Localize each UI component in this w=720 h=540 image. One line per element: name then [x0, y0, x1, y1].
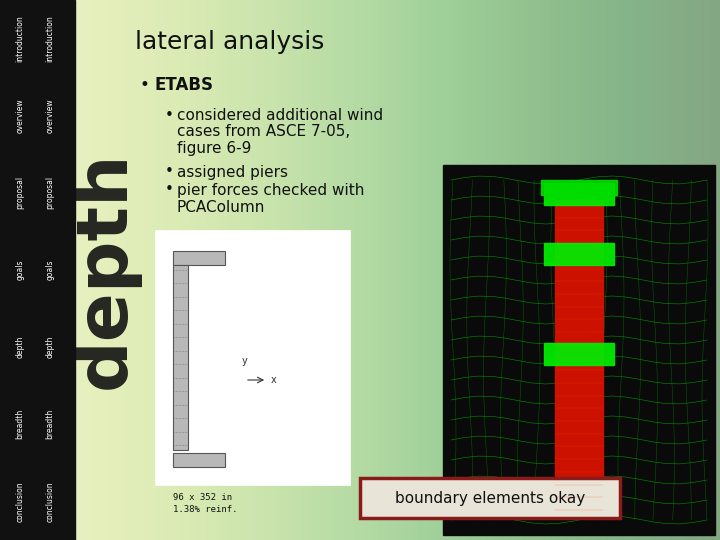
- Text: breadth: breadth: [45, 409, 55, 440]
- Text: 1.38% reinf.: 1.38% reinf.: [173, 505, 238, 514]
- Text: conclusion: conclusion: [16, 481, 24, 522]
- Text: •: •: [140, 76, 150, 94]
- Text: figure 6-9: figure 6-9: [177, 141, 251, 157]
- Bar: [0, 0, 75, 540]
- Text: x: x: [271, 375, 276, 385]
- Text: PCAColumn: PCAColumn: [177, 199, 266, 214]
- Text: depth: depth: [16, 336, 24, 359]
- Text: y: y: [242, 356, 248, 366]
- Text: pier forces checked with: pier forces checked with: [177, 183, 364, 198]
- Text: conclusion: conclusion: [45, 481, 55, 522]
- Text: considered additional wind: considered additional wind: [177, 107, 383, 123]
- Text: introduction: introduction: [45, 15, 55, 62]
- Bar: [544, 243, 614, 265]
- Text: lateral analysis: lateral analysis: [135, 30, 325, 54]
- Bar: [360, 478, 620, 518]
- Text: •: •: [165, 183, 174, 198]
- Bar: [555, 200, 603, 515]
- Bar: [544, 183, 614, 205]
- Text: overview: overview: [16, 98, 24, 133]
- Bar: [443, 165, 715, 535]
- Text: overview: overview: [45, 98, 55, 133]
- Text: •: •: [165, 107, 174, 123]
- Text: cases from ASCE 7-05,: cases from ASCE 7-05,: [177, 125, 350, 139]
- Bar: [155, 230, 350, 485]
- Text: depth: depth: [71, 151, 140, 389]
- Bar: [173, 265, 188, 450]
- Text: proposal: proposal: [45, 176, 55, 210]
- Text: goals: goals: [45, 260, 55, 280]
- Text: breadth: breadth: [16, 409, 24, 440]
- Bar: [173, 251, 225, 265]
- Text: introduction: introduction: [16, 15, 24, 62]
- Text: goals: goals: [16, 260, 24, 280]
- Text: assigned piers: assigned piers: [177, 165, 288, 179]
- Bar: [173, 453, 225, 467]
- Text: proposal: proposal: [16, 176, 24, 210]
- Text: •: •: [165, 165, 174, 179]
- Bar: [541, 180, 617, 195]
- Text: boundary elements okay: boundary elements okay: [395, 490, 585, 505]
- Text: ETABS: ETABS: [155, 76, 214, 94]
- Text: depth: depth: [45, 336, 55, 359]
- Text: 96 x 352 in: 96 x 352 in: [173, 493, 232, 502]
- Bar: [544, 343, 614, 365]
